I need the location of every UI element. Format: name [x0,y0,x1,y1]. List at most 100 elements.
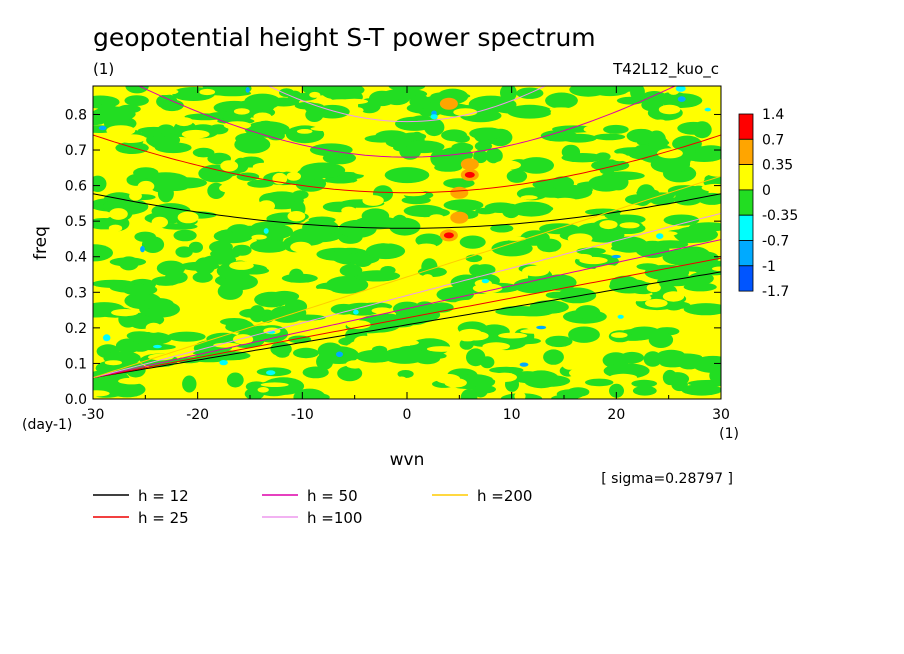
field-patch [443,178,475,189]
field-patch [346,320,371,330]
field-patch [629,326,660,337]
field-patch [293,347,319,359]
field-patch [662,248,705,266]
field-patch [109,208,128,220]
field-patch [490,224,514,233]
field-patch [697,295,710,301]
field-patch [397,370,414,378]
field-patch [436,286,474,303]
y-tick-label: 0.4 [65,250,87,266]
field-patch [149,88,179,95]
field-patch [432,391,446,399]
field-patch [396,376,407,383]
field-patch [354,335,375,347]
field-patch [290,241,312,253]
field-patch [145,322,162,333]
field-patch [518,157,554,174]
field-patch [543,349,564,365]
field-patch [562,185,593,195]
field-patch [508,306,525,314]
field-patch [454,299,483,309]
field-patch [284,299,308,314]
field-patch [625,194,654,205]
colorbar-label: -0.35 [762,208,798,224]
spectral-peak [443,232,454,239]
field-patch [93,390,110,397]
field-patch-negative [656,233,664,240]
field-patch [124,95,149,106]
field-patch [257,387,269,393]
field-patch [653,119,668,128]
spectral-peak [464,171,475,178]
y-axis-label: freq [31,226,51,260]
field-patch [293,388,326,399]
field-patch [409,94,431,109]
field-patch [523,204,554,213]
field-patch [573,253,593,260]
field-patch [279,88,294,97]
field-patch [453,108,478,117]
field-patch [379,235,398,244]
field-patch [657,148,683,159]
x-axis-label: wvn [390,450,425,470]
field-patch [220,318,249,326]
field-patch [164,271,188,284]
sigma-note: [ sigma=0.28797 ] [601,471,733,487]
field-patch [286,171,302,181]
field-patch-negative [519,362,529,367]
field-patch [628,294,652,302]
field-patch [296,129,313,134]
field-patch [611,153,628,162]
field-patch [681,384,721,396]
field-patch [244,93,281,110]
field-patch [160,223,198,230]
field-patch [226,372,244,388]
field-patch [683,303,721,316]
field-patch [611,236,648,253]
field-patch [630,86,645,101]
field-patch [384,167,430,184]
field-patch [567,113,585,125]
x-tick-label: 30 [712,407,730,423]
field-patch [674,227,706,244]
field-patch-negative [617,314,624,319]
field-patch [494,160,521,170]
field-patch [484,202,517,213]
field-patch [652,240,689,249]
y-unit-label: (day-1) [22,417,72,433]
field-patch [192,203,217,209]
field-patch [472,385,496,394]
x-tick-label: 10 [503,407,521,423]
field-patch [673,193,702,206]
field-patch [403,140,445,154]
field-patch [345,360,365,369]
field-patch [247,179,274,188]
field-patch [417,266,447,277]
field-patch [663,214,700,226]
legend-label: h =200 [477,487,532,505]
chart-subtitle-right: T42L12_kuo_c [612,60,719,79]
field-patch [371,307,393,314]
kelvin-curve-h25 [93,257,721,379]
colorbar-label: 0 [762,183,771,199]
field-patch [522,265,550,277]
field-patch [609,373,638,381]
field-patch [430,149,450,168]
field-patch [507,104,553,119]
field-patch [342,302,382,316]
field-patch [585,208,622,216]
field-patch [108,224,123,232]
field-patch [692,355,721,373]
legend-label: h = 12 [138,487,189,505]
field-patch [418,107,442,117]
field-patch [202,254,237,265]
x-tick-label: 0 [403,407,412,423]
field-patch [692,121,712,139]
field-patch [395,116,434,131]
field-patch [393,311,430,326]
x-unit-label: (1) [719,426,739,442]
field-patch [619,222,640,229]
field-patch [151,216,168,228]
field-patch [671,393,689,399]
